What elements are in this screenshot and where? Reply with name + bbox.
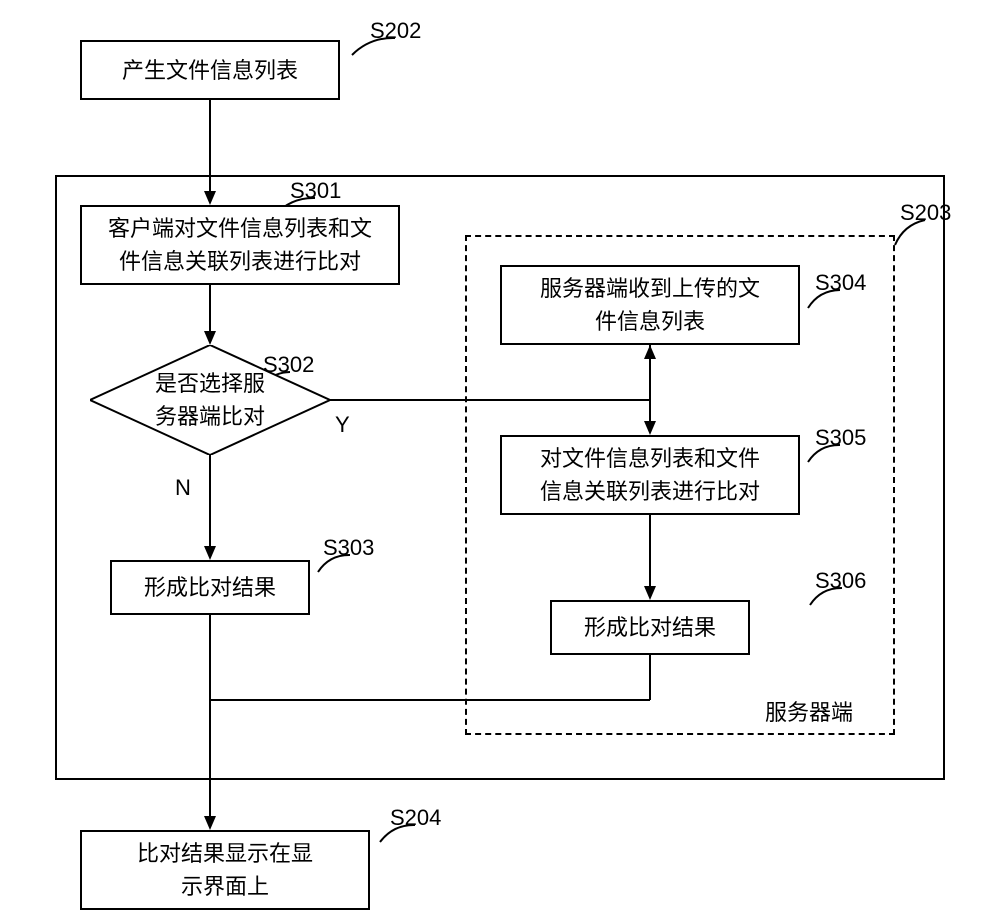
label-s305: S305: [815, 425, 866, 451]
node-s204-text: 比对结果显示在显示界面上: [137, 837, 313, 903]
label-s303: S303: [323, 535, 374, 561]
label-s301: S301: [290, 178, 341, 204]
label-s304: S304: [815, 270, 866, 296]
decision-s302-text: 是否选择服务器端比对: [155, 367, 265, 433]
node-s303-text: 形成比对结果: [144, 571, 276, 604]
label-s302: S302: [263, 352, 314, 378]
node-s301-text: 客户端对文件信息列表和文件信息关联列表进行比对: [108, 212, 372, 278]
node-s306-text: 形成比对结果: [584, 611, 716, 644]
label-s202: S202: [370, 18, 421, 44]
node-s305: 对文件信息列表和文件信息关联列表进行比对: [500, 435, 800, 515]
label-no: N: [175, 475, 191, 501]
node-s204: 比对结果显示在显示界面上: [80, 830, 370, 910]
node-s306: 形成比对结果: [550, 600, 750, 655]
node-s304: 服务器端收到上传的文件信息列表: [500, 265, 800, 345]
node-s202: 产生文件信息列表: [80, 40, 340, 100]
label-s306: S306: [815, 568, 866, 594]
node-s304-text: 服务器端收到上传的文件信息列表: [540, 272, 760, 338]
node-s301: 客户端对文件信息列表和文件信息关联列表进行比对: [80, 205, 400, 285]
label-s204: S204: [390, 805, 441, 831]
node-s305-text: 对文件信息列表和文件信息关联列表进行比对: [540, 442, 760, 508]
label-server-side: 服务器端: [765, 695, 853, 727]
flowchart-canvas: 产生文件信息列表 客户端对文件信息列表和文件信息关联列表进行比对 形成比对结果 …: [0, 0, 1000, 922]
node-s202-text: 产生文件信息列表: [122, 54, 298, 87]
node-s303: 形成比对结果: [110, 560, 310, 615]
label-yes: Y: [335, 412, 350, 438]
label-s203: S203: [900, 200, 951, 226]
